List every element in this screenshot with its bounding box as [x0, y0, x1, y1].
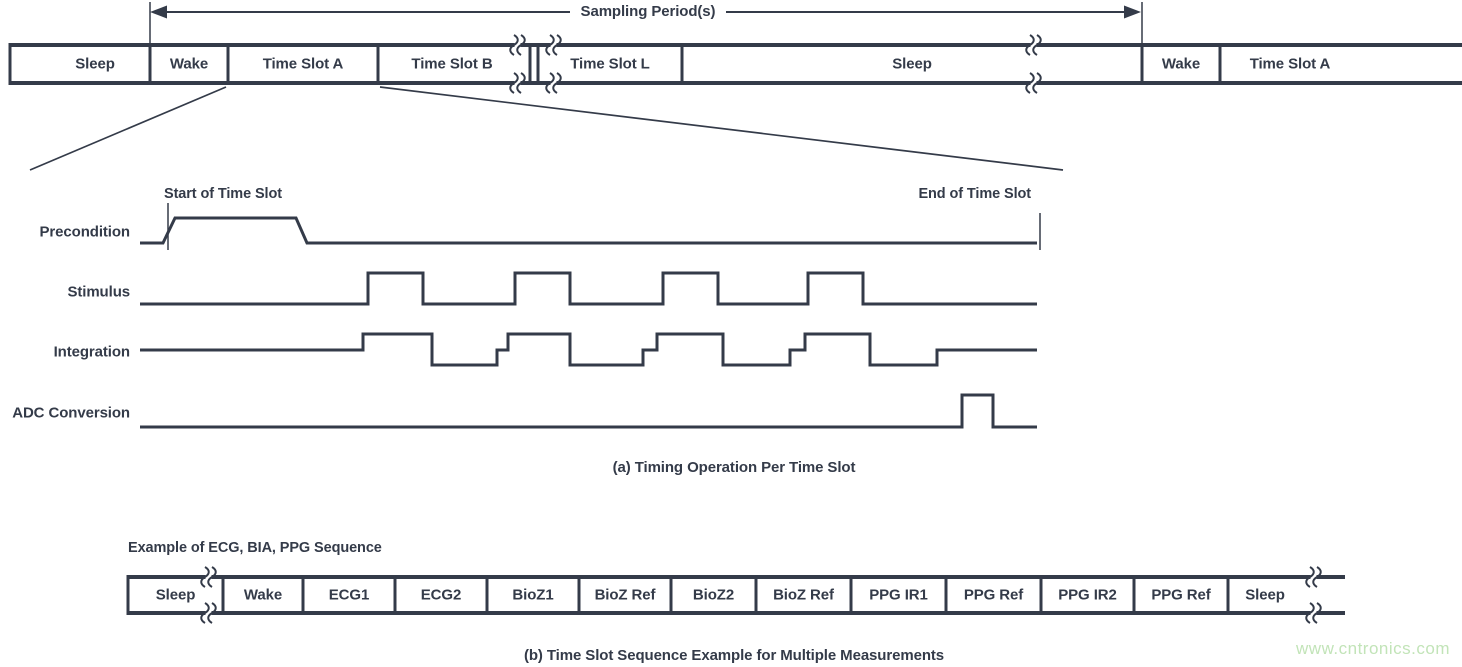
- bottom-sequence-cell-label: ECG1: [328, 586, 370, 604]
- break-squiggle-icon: [552, 72, 562, 94]
- break-squiggle-icon: [1025, 34, 1035, 56]
- bottom-sequence-cell-label: Sleep: [155, 586, 196, 604]
- arrowhead-left-icon: [150, 5, 167, 19]
- break-squiggle-icon: [1025, 72, 1035, 94]
- bottom-sequence-cell-label: BioZ1: [512, 586, 554, 604]
- break-squiggle-icon: [516, 34, 526, 56]
- break-squiggle-icon: [1305, 566, 1315, 588]
- end-of-time-slot-label: End of Time Slot: [918, 186, 1031, 202]
- arrowhead-right-icon: [1124, 5, 1141, 19]
- break-squiggle-icon: [200, 602, 210, 624]
- break-squiggle-icon: [509, 72, 519, 94]
- bottom-sequence-cell-label: BioZ Ref: [594, 586, 656, 604]
- watermark-text: www.cntronics.com: [1296, 639, 1450, 658]
- break-squiggle-icon: [1305, 602, 1315, 624]
- waveform-label: Stimulus: [67, 283, 130, 301]
- top-sequence-cell-label: Sleep: [75, 55, 115, 73]
- break-squiggle-icon: [1312, 566, 1322, 588]
- caption-timing-operation: (a) Timing Operation Per Time Slot: [612, 459, 856, 476]
- break-squiggle-icon: [1312, 602, 1322, 624]
- waveform-label: Integration: [53, 343, 131, 361]
- bottom-sequence-cell-label: PPG IR1: [869, 586, 928, 604]
- expansion-line: [29, 86, 227, 171]
- waveform-label: ADC Conversion: [12, 404, 130, 422]
- break-squiggle-icon: [516, 72, 526, 94]
- sampling-period-label: Sampling Period(s): [580, 3, 716, 20]
- waveform-integration: [140, 332, 1037, 367]
- bottom-sequence-cell-label: ECG2: [420, 586, 462, 604]
- top-sequence-cell-label: Time Slot A: [1249, 55, 1331, 73]
- bottom-sequence-cell-label: PPG Ref: [1151, 586, 1211, 604]
- waveform-precondition: [140, 216, 1037, 245]
- break-squiggle-icon: [207, 566, 217, 588]
- top-sequence-cell-label: Time Slot B: [411, 55, 493, 73]
- break-squiggle-icon: [552, 34, 562, 56]
- bottom-sequence-cell-label: Wake: [243, 586, 283, 604]
- bottom-sequence-cell-label: Sleep: [1245, 586, 1285, 604]
- expansion-line: [379, 86, 1064, 171]
- start-of-time-slot-label: Start of Time Slot: [164, 186, 282, 202]
- top-sequence-cell-label: Time Slot L: [570, 55, 650, 73]
- break-squiggle-icon: [207, 602, 217, 624]
- waveform-adc-conversion: [140, 393, 1037, 429]
- top-sequence-cell-label: Time Slot A: [262, 55, 344, 73]
- top-sequence-cell-label: Sleep: [892, 55, 932, 73]
- break-squiggle-icon: [545, 34, 555, 56]
- bottom-sequence-cell-label: BioZ2: [692, 586, 735, 604]
- top-sequence-cell-label: Wake: [169, 55, 209, 73]
- bottom-sequence-cell-label: BioZ Ref: [773, 586, 834, 604]
- caption-sequence-example: (b) Time Slot Sequence Example for Multi…: [523, 647, 945, 664]
- top-sequence-cell-label: Wake: [1161, 55, 1201, 73]
- break-squiggle-icon: [200, 566, 210, 588]
- waveform-stimulus: [140, 271, 1037, 306]
- break-squiggle-icon: [545, 72, 555, 94]
- waveform-label: Precondition: [39, 223, 131, 241]
- break-squiggle-icon: [1032, 34, 1042, 56]
- break-squiggle-icon: [1032, 72, 1042, 94]
- bottom-sequence-cell-label: PPG Ref: [963, 586, 1024, 604]
- sequence-example-title: Example of ECG, BIA, PPG Sequence: [128, 540, 382, 556]
- bottom-sequence-cell-label: PPG IR2: [1058, 586, 1117, 604]
- break-squiggle-icon: [509, 34, 519, 56]
